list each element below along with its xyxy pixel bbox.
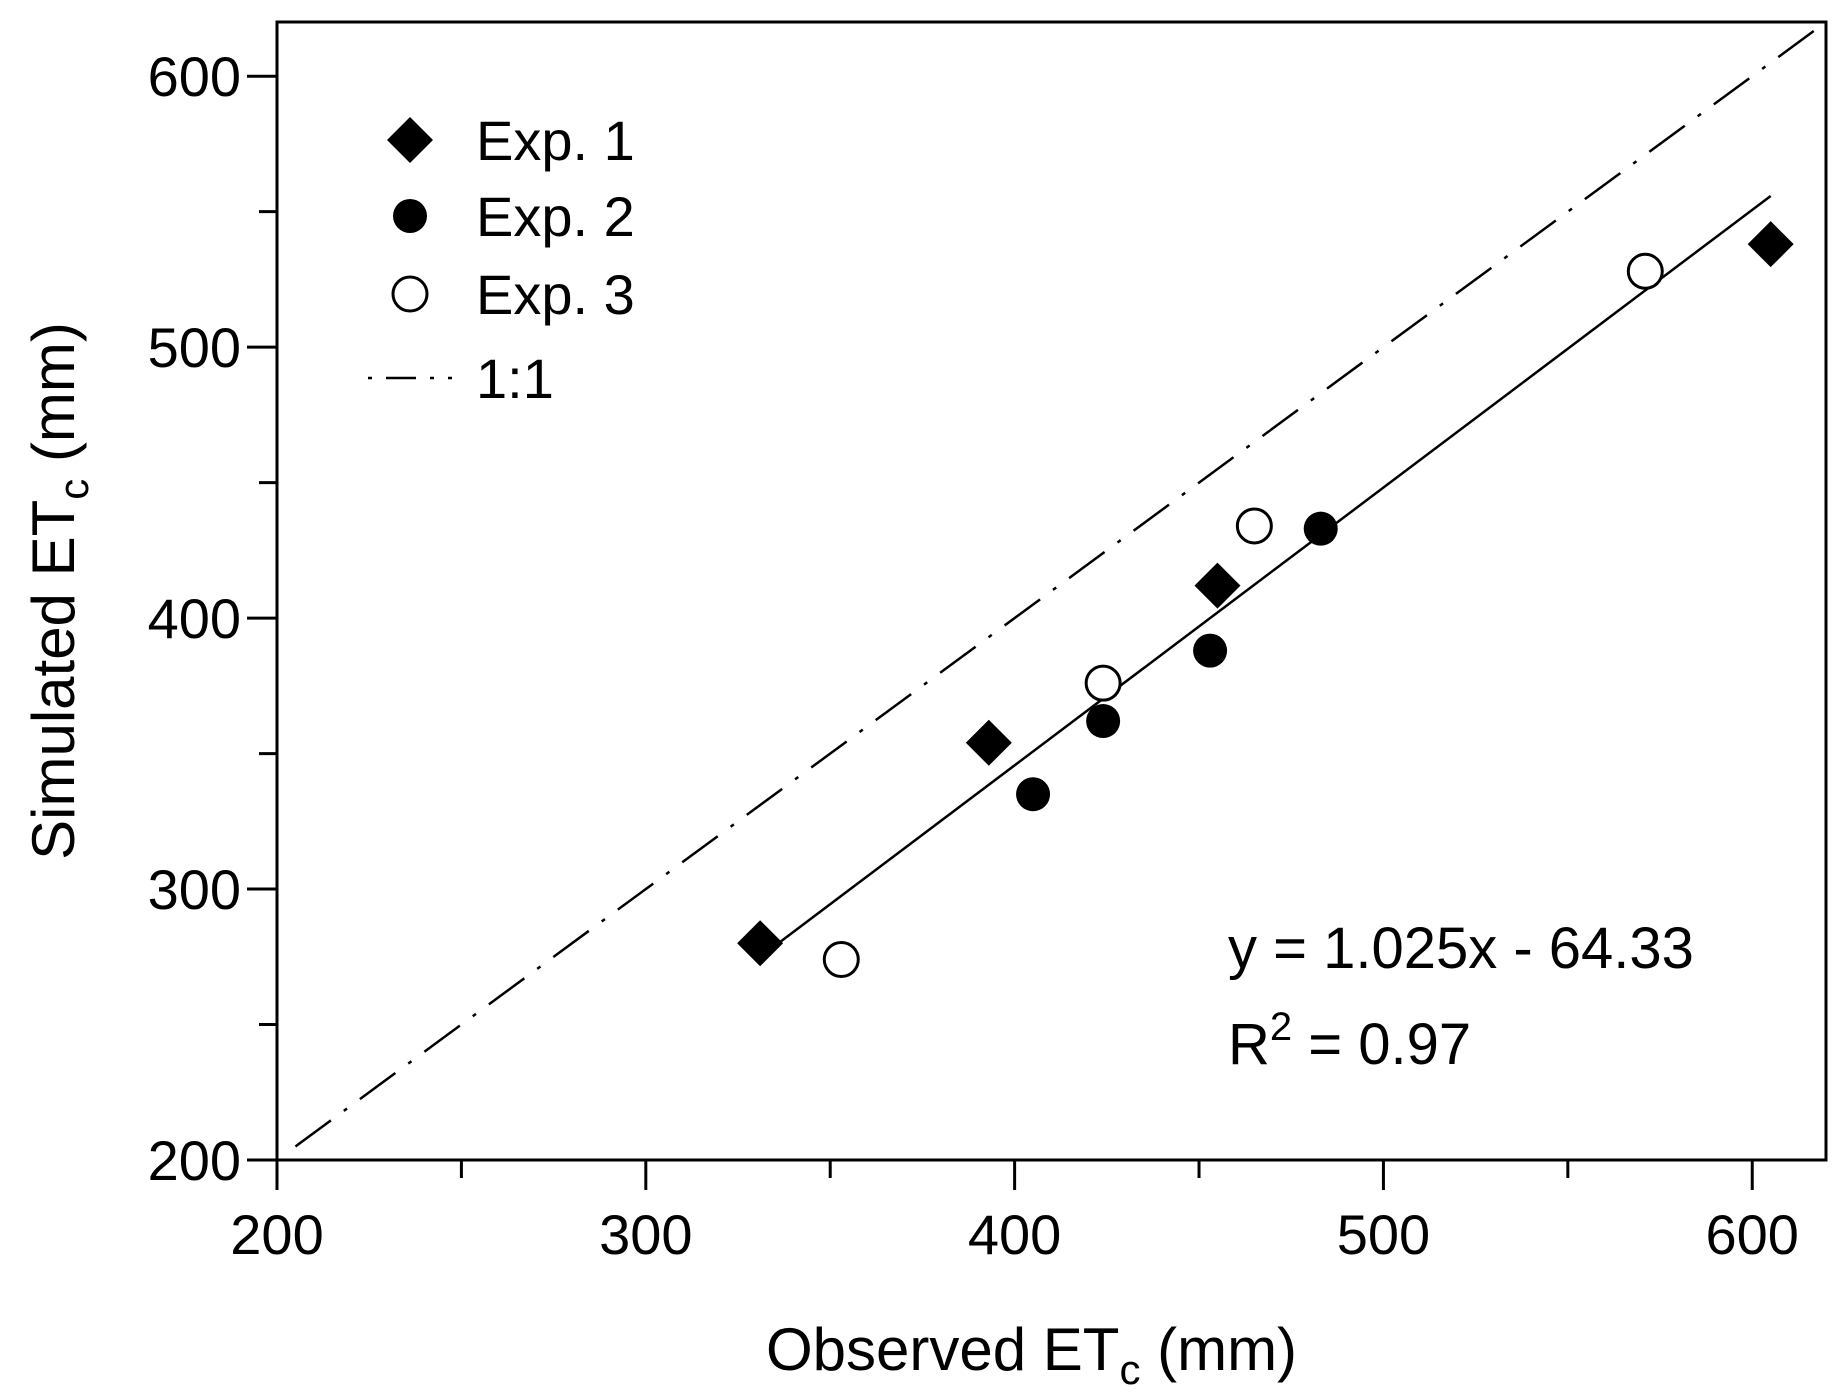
- data-point: [1747, 221, 1794, 268]
- x-axis-label: Observed ETc (mm): [766, 1316, 1297, 1393]
- legend-label: Exp. 1: [476, 109, 635, 172]
- legend-marker: [393, 199, 427, 233]
- legend-label: Exp. 3: [476, 263, 635, 326]
- r-squared-label: R2 = 0.97: [1228, 1005, 1471, 1077]
- legend-label: Exp. 2: [476, 185, 635, 248]
- x-tick-label: 300: [599, 1203, 692, 1266]
- data-point: [1235, 507, 1273, 545]
- plot-frame: [275, 20, 1828, 1162]
- y-tick-label: 400: [148, 587, 241, 650]
- data-point: [1193, 633, 1228, 668]
- data-point: [822, 940, 860, 978]
- series-1: [737, 221, 1794, 967]
- y-tick-label: 600: [148, 45, 241, 108]
- one-to-one-line: [294, 20, 1827, 1148]
- regression-equation: y = 1.025x - 64.33: [1228, 916, 1694, 981]
- regression-line: [774, 194, 1772, 947]
- legend-marker: [391, 275, 429, 313]
- data-point: [965, 719, 1012, 766]
- data-point: [1303, 511, 1338, 546]
- y-axis-label: Simulated ETc (mm): [20, 322, 97, 860]
- data-point: [737, 920, 784, 967]
- legend-marker: [387, 117, 433, 163]
- legend-label: 1:1: [476, 347, 554, 410]
- x-tick-label: 400: [968, 1203, 1061, 1266]
- x-tick-label: 200: [230, 1203, 323, 1266]
- data-point: [1194, 562, 1241, 609]
- y-tick-label: 300: [148, 858, 241, 921]
- data-point: [1086, 704, 1121, 739]
- series-2: [1016, 511, 1338, 812]
- legend: Exp. 1 Exp. 2 Exp. 3 1:1: [368, 109, 635, 410]
- plot-area: 200 300 400 500 600 200 300 400 500 600 Observed E…: [20, 20, 1828, 1393]
- data-point: [1016, 777, 1051, 812]
- series-3: [822, 252, 1664, 978]
- x-tick-label: 500: [1337, 1203, 1430, 1266]
- data-point: [1626, 252, 1664, 290]
- y-tick-label: 500: [148, 316, 241, 379]
- data-point: [1084, 664, 1122, 702]
- y-tick-label: 200: [148, 1129, 241, 1192]
- x-tick-label: 600: [1706, 1203, 1799, 1266]
